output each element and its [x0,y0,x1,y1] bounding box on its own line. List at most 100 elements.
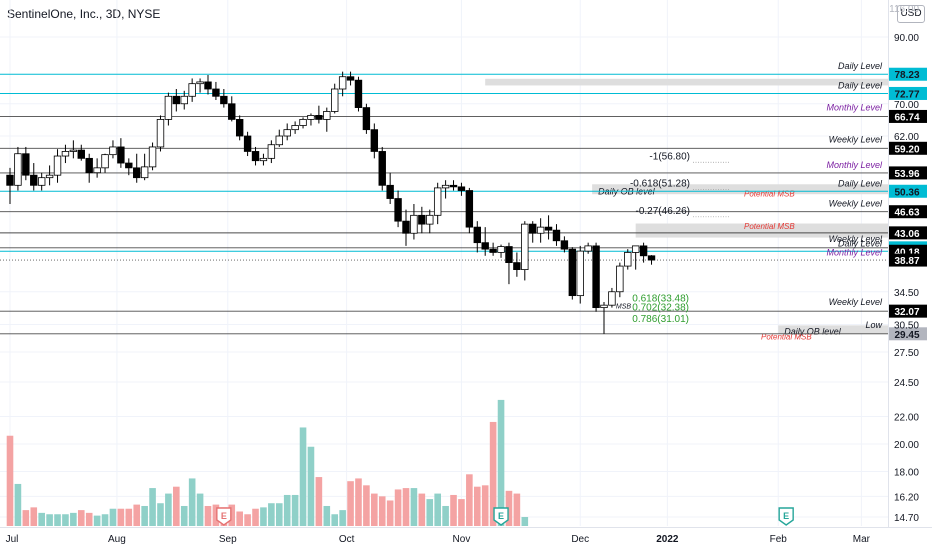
volume-axis-tick: 24.50 [894,378,919,389]
volume-bar [434,493,441,526]
msb-label: Potential MSB [744,222,795,231]
price-tag-label: 50.36 [894,187,919,198]
volume-bar [54,514,61,526]
candle-body [529,223,537,234]
candle-body [156,119,165,148]
volume-bar [268,503,275,526]
candle-body [243,135,252,152]
candle-body [188,83,196,97]
candle-body [370,129,379,152]
candle-body [172,95,181,105]
volume-bar [30,507,38,526]
level-label: Monthly Level [826,247,883,257]
candle-body [85,157,93,174]
candle-body [196,81,204,85]
volume-bar [307,446,315,526]
candle-body [616,265,624,293]
volume-bar [331,514,339,526]
level-label: Monthly Level [826,102,883,112]
volume-bar [70,512,77,526]
msb-mark: MSB [616,303,632,310]
volume-bar [489,421,497,526]
time-axis-tick: Jul [6,534,19,545]
time-axis-tick: Oct [339,534,355,545]
volume-bar [141,505,148,526]
volume-bar [505,490,513,526]
earnings-marker [493,507,509,526]
volume-axis-tick: 20.00 [894,440,919,451]
volume-bar [339,510,346,526]
candle-body [267,144,276,159]
time-axis-tick: 2022 [656,534,679,545]
supply-zone [485,78,888,86]
price-tag-label: 59.20 [894,144,919,155]
candle-body [473,226,481,244]
volume-bar [244,514,251,526]
volume-bar [378,496,386,526]
candle-body [560,240,569,250]
volume-bar [125,508,133,526]
fib-label: -1(56.80) [649,151,690,162]
candle-body [505,246,513,264]
msb-label: Potential MSB [761,332,812,341]
volume-bar [228,504,236,526]
price-tag [889,327,927,341]
price-axis-tick: 90.00 [894,33,919,44]
candle-body [14,153,22,186]
level-label: Daily Level [838,238,883,248]
time-axis-tick: Aug [108,534,126,545]
price-tag-label: 78.23 [894,70,919,81]
last-price-label: 38.87 [894,256,919,267]
volume-bar [323,505,331,526]
price-tag [889,141,927,155]
ob-zone-label: Daily OB level [784,326,842,336]
volume-bar [347,481,354,526]
candle-body [148,146,157,168]
volume-bar [93,515,101,526]
price-axis-tick: 34.50 [894,288,919,299]
fib-label: -0.27(46.26) [636,206,690,217]
candle-body [639,245,648,257]
time-axis-tick: Mar [853,534,871,545]
candle-body [441,184,450,189]
candle-body [426,214,434,225]
candle-body [235,119,244,137]
volume-bar [117,508,125,526]
candle-body [338,76,347,90]
candle-body [133,167,141,179]
volume-bar [196,493,204,526]
candle-body [22,153,30,176]
candle-body [552,229,561,242]
price-tag [889,166,927,180]
volume-bar [212,504,220,526]
ob-zone [592,184,888,195]
price-axis-tick: 30.50 [894,320,919,331]
candle-body [354,79,363,108]
candle-body [53,155,62,176]
candle-body [117,146,125,164]
volume-bar [299,427,307,526]
time-axis-tick: Feb [770,534,788,545]
candle-body [418,214,426,225]
candle-body [6,174,14,186]
volume-bar [85,512,93,526]
volume-bar [180,505,188,526]
volume-bar [442,505,449,526]
volume-bar [204,505,212,526]
volume-bar [466,474,473,526]
currency-button[interactable]: USD [897,5,925,23]
volume-bar [149,488,156,526]
level-label: Daily Level [838,61,883,71]
volume-bar [38,512,45,526]
candle-body [109,146,117,156]
candle-body [386,184,394,199]
level-label: Monthly Level [826,160,883,170]
price-tag-label: 43.06 [894,229,919,240]
candle-body [489,248,497,253]
candle-body [93,167,101,174]
time-axis-tick: Dec [571,534,589,545]
candle-body [608,291,616,306]
price-tag-label: 32.07 [894,307,919,318]
